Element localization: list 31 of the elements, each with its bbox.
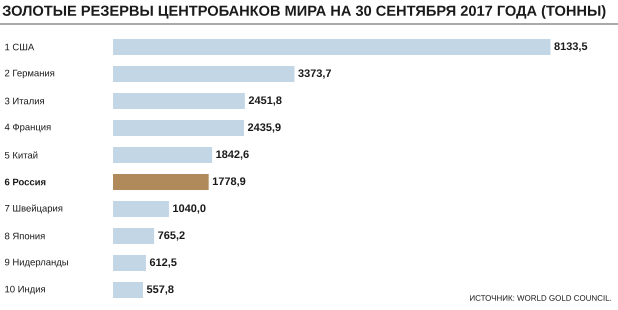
bar bbox=[113, 201, 169, 218]
data-label: 1842,6 bbox=[216, 150, 249, 160]
chart-title: ЗОЛОТЫЕ РЕЗЕРВЫ ЦЕНТРОБАНКОВ МИРА НА 30 СЕНТЯБРЯ 2017 ГОДА (ТОННЫ) bbox=[2, 5, 606, 19]
y-tick-label: 1 США bbox=[5, 44, 34, 50]
bar bbox=[113, 228, 154, 244]
data-label: 557,8 bbox=[146, 285, 174, 295]
bar bbox=[113, 147, 212, 164]
data-label: 1040,0 bbox=[173, 204, 206, 214]
data-label: 2451,8 bbox=[248, 96, 282, 106]
bar bbox=[113, 66, 294, 82]
bar bbox=[113, 120, 244, 136]
bar bbox=[113, 255, 146, 272]
data-label: 2435,9 bbox=[248, 123, 281, 133]
y-tick-label: 6 Россия bbox=[4, 178, 46, 186]
y-tick-label: 2 Германия bbox=[4, 70, 54, 78]
data-label: 8133,5 bbox=[554, 42, 588, 52]
bar bbox=[113, 93, 245, 109]
data-label: 3373,7 bbox=[298, 69, 332, 79]
y-tick-label: 3 Италия bbox=[4, 98, 44, 104]
y-tick-label: 7 Швейцария bbox=[5, 204, 62, 214]
data-label: 1778,9 bbox=[212, 177, 246, 187]
bar bbox=[113, 282, 144, 298]
data-label: 612,5 bbox=[150, 258, 177, 268]
bar bbox=[113, 174, 209, 190]
data-label: 765,2 bbox=[158, 231, 185, 241]
y-tick-label: 4 Франция bbox=[4, 124, 51, 132]
y-tick-label: 9 Нидерланды bbox=[4, 258, 68, 268]
y-tick-label: 10 Индия bbox=[5, 286, 45, 294]
y-tick-label: 8 Япония bbox=[4, 232, 45, 240]
y-tick-label: 5 Китай bbox=[4, 151, 38, 159]
bar bbox=[113, 39, 551, 55]
